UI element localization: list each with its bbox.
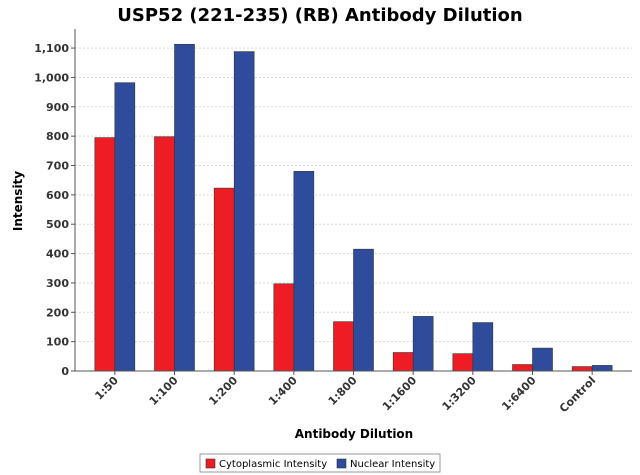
bar-nuclear-6 [472, 322, 494, 372]
bar-cytoplasmic-8 [571, 366, 593, 372]
x-tick-label: Control [557, 374, 598, 415]
x-tick-label: 1:1600 [380, 374, 420, 414]
x-tick-label: 1:6400 [499, 374, 539, 414]
legend-label-nuclear: Nuclear Intensity [350, 459, 435, 470]
x-axis-title: Antibody Dilution [295, 427, 413, 441]
y-tick-label: 0 [61, 365, 69, 378]
x-axis-ticks: 1:50 1:100 1:200 1:400 1:800 1:1600 1:3200 1:64… [92, 371, 598, 415]
bar-nuclear-0 [114, 82, 136, 372]
y-axis-title: Intensity [11, 171, 25, 231]
y-tick-label: 1,100 [34, 42, 69, 55]
bar-cytoplasmic-6 [452, 353, 474, 372]
x-tick-label: 1:100 [147, 374, 181, 408]
x-tick-label: 1:200 [206, 374, 240, 408]
x-tick-label: 1:800 [326, 374, 360, 408]
bar-cytoplasmic-2 [213, 187, 235, 372]
x-tick-label: 1:400 [266, 374, 300, 408]
bar-nuclear-2 [233, 51, 255, 372]
bar-cytoplasmic-4 [333, 321, 354, 372]
y-tick-label: 1,000 [34, 71, 69, 84]
legend: Cytoplasmic Intensity Nuclear Intensity [199, 453, 441, 473]
y-tick-label: 100 [46, 336, 69, 349]
bar-nuclear-4 [353, 248, 374, 372]
bar-nuclear-3 [293, 171, 315, 372]
bar-cytoplasmic-5 [392, 352, 414, 372]
legend-label-cytoplasmic: Cytoplasmic Intensity [219, 459, 327, 470]
y-tick-label: 800 [46, 130, 69, 143]
bar-nuclear-5 [412, 316, 434, 372]
y-tick-label: 400 [46, 248, 69, 261]
y-tick-label: 500 [46, 218, 69, 231]
y-tick-label: 900 [46, 101, 69, 114]
bar-cytoplasmic-7 [512, 364, 533, 372]
y-tick-label: 300 [46, 277, 69, 290]
legend-box [199, 453, 441, 473]
legend-swatch-nuclear [336, 458, 347, 469]
chart-title: USP52 (221-235) (RB) Antibody Dilution [117, 5, 522, 26]
x-tick-label: 1:50 [92, 374, 121, 403]
bar-cytoplasmic-0 [94, 137, 116, 372]
bar-nuclear-1 [174, 43, 195, 372]
legend-swatch-cytoplasmic [205, 458, 216, 469]
y-tick-label: 700 [46, 160, 69, 173]
bar-nuclear-7 [532, 347, 553, 372]
y-tick-label: 600 [46, 189, 69, 202]
y-tick-label: 200 [46, 306, 69, 319]
bar-cytoplasmic-1 [154, 136, 175, 372]
bar-cytoplasmic-3 [273, 283, 295, 372]
y-axis-ticks: 0 100 200 300 400 500 600 700 800 900 1,000 1,100 [34, 42, 75, 378]
x-tick-label: 1:3200 [440, 374, 480, 414]
bars [94, 43, 613, 372]
bar-nuclear-8 [591, 365, 613, 372]
